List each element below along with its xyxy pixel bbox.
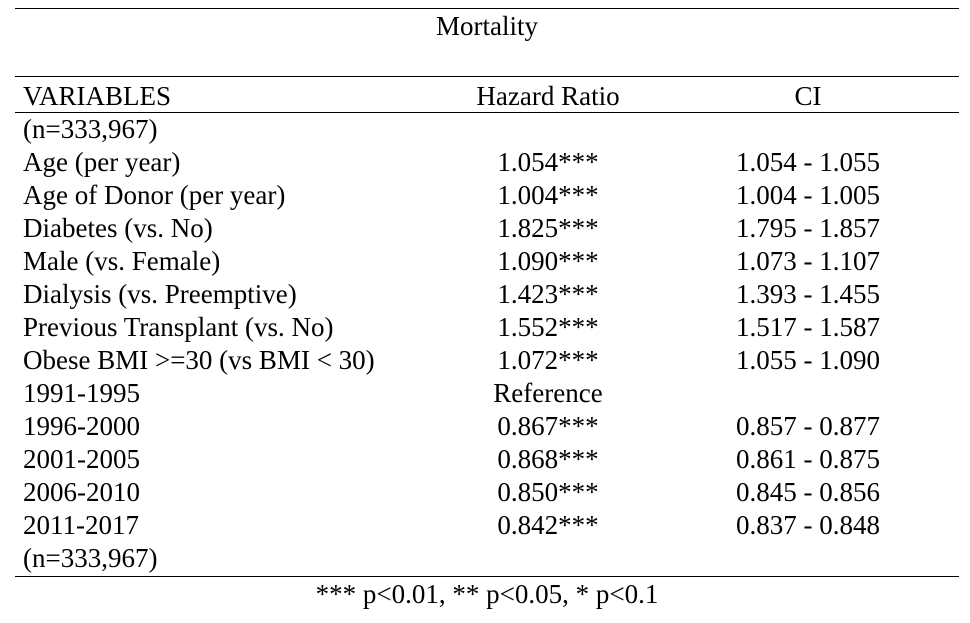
table-row: 2011-2017 0.842*** 0.837 - 0.848: [0, 509, 970, 542]
table-bottom-rule: [15, 576, 959, 577]
row-hazard-ratio: 1.004***: [497, 180, 599, 210]
row-variable: 1991-1995: [23, 378, 140, 408]
row-variable: 2001-2005: [23, 444, 140, 474]
row-variable: Obese BMI >=30 (vs BMI < 30): [23, 345, 375, 375]
table-title: Mortality: [436, 11, 538, 41]
header-hazard-ratio: Hazard Ratio: [476, 81, 620, 111]
header-top-rule: [15, 76, 959, 77]
row-hazard-ratio: Reference: [493, 378, 603, 408]
table-row: 1996-2000 0.867*** 0.857 - 0.877: [0, 410, 970, 443]
row-variable: Male (vs. Female): [23, 246, 221, 276]
row-ci: 0.861 - 0.875: [736, 444, 880, 474]
row-hazard-ratio: 0.842***: [497, 510, 599, 540]
table-row: Previous Transplant (vs. No) 1.552*** 1.…: [0, 311, 970, 344]
row-hazard-ratio: 1.423***: [497, 279, 599, 309]
table-header: VARIABLES Hazard Ratio CI: [0, 80, 970, 113]
row-hazard-ratio: 0.868***: [497, 444, 599, 474]
row-variable: Diabetes (vs. No): [23, 213, 213, 243]
row-variable: Age (per year): [23, 147, 181, 177]
row-variable: Previous Transplant (vs. No): [23, 312, 334, 342]
table-row: Age of Donor (per year) 1.004*** 1.004 -…: [0, 179, 970, 212]
table-row: (n=333,967): [0, 113, 970, 146]
significance-footnote: *** p<0.01, ** p<0.05, * p<0.1: [315, 579, 659, 609]
row-hazard-ratio: 1.825***: [497, 213, 599, 243]
table-row: Obese BMI >=30 (vs BMI < 30) 1.072*** 1.…: [0, 344, 970, 377]
table-row: Male (vs. Female) 1.090*** 1.073 - 1.107: [0, 245, 970, 278]
row-hazard-ratio: 1.054***: [497, 147, 599, 177]
table-row: 1991-1995 Reference: [0, 377, 970, 410]
row-variable: 1996-2000: [23, 411, 140, 441]
table-body: (n=333,967) Age (per year) 1.054*** 1.05…: [0, 113, 970, 575]
row-ci: 0.837 - 0.848: [736, 510, 880, 540]
row-ci: 1.054 - 1.055: [736, 147, 880, 177]
row-variable: 2011-2017: [23, 510, 139, 540]
table-row: (n=333,967): [0, 542, 970, 575]
table-row: 2006-2010 0.850*** 0.845 - 0.856: [0, 476, 970, 509]
table-row: 2001-2005 0.868*** 0.861 - 0.875: [0, 443, 970, 476]
row-ci: 0.845 - 0.856: [736, 477, 880, 507]
row-variable: (n=333,967): [23, 114, 158, 144]
header-variables: VARIABLES: [23, 81, 172, 111]
row-ci: 1.073 - 1.107: [736, 246, 880, 276]
table-row: Diabetes (vs. No) 1.825*** 1.795 - 1.857: [0, 212, 970, 245]
row-variable: Dialysis (vs. Preemptive): [23, 279, 297, 309]
table-row: Age (per year) 1.054*** 1.054 - 1.055: [0, 146, 970, 179]
row-hazard-ratio: 0.867***: [497, 411, 599, 441]
row-hazard-ratio: 0.850***: [497, 477, 599, 507]
header-bottom-rule: [15, 112, 959, 113]
row-ci: 1.055 - 1.090: [736, 345, 880, 375]
row-variable: 2006-2010: [23, 477, 140, 507]
row-variable: Age of Donor (per year): [23, 180, 286, 210]
row-ci: 1.795 - 1.857: [736, 213, 880, 243]
table-row: Dialysis (vs. Preemptive) 1.423*** 1.393…: [0, 278, 970, 311]
top-rule: [15, 8, 959, 9]
row-ci: 1.004 - 1.005: [736, 180, 880, 210]
row-hazard-ratio: 1.072***: [497, 345, 599, 375]
header-ci: CI: [794, 81, 822, 111]
row-variable: (n=333,967): [23, 543, 158, 573]
row-hazard-ratio: 1.090***: [497, 246, 599, 276]
row-hazard-ratio: 1.552***: [497, 312, 599, 342]
row-ci: 1.393 - 1.455: [736, 279, 880, 309]
row-ci: 1.517 - 1.587: [736, 312, 880, 342]
row-ci: 0.857 - 0.877: [736, 411, 880, 441]
